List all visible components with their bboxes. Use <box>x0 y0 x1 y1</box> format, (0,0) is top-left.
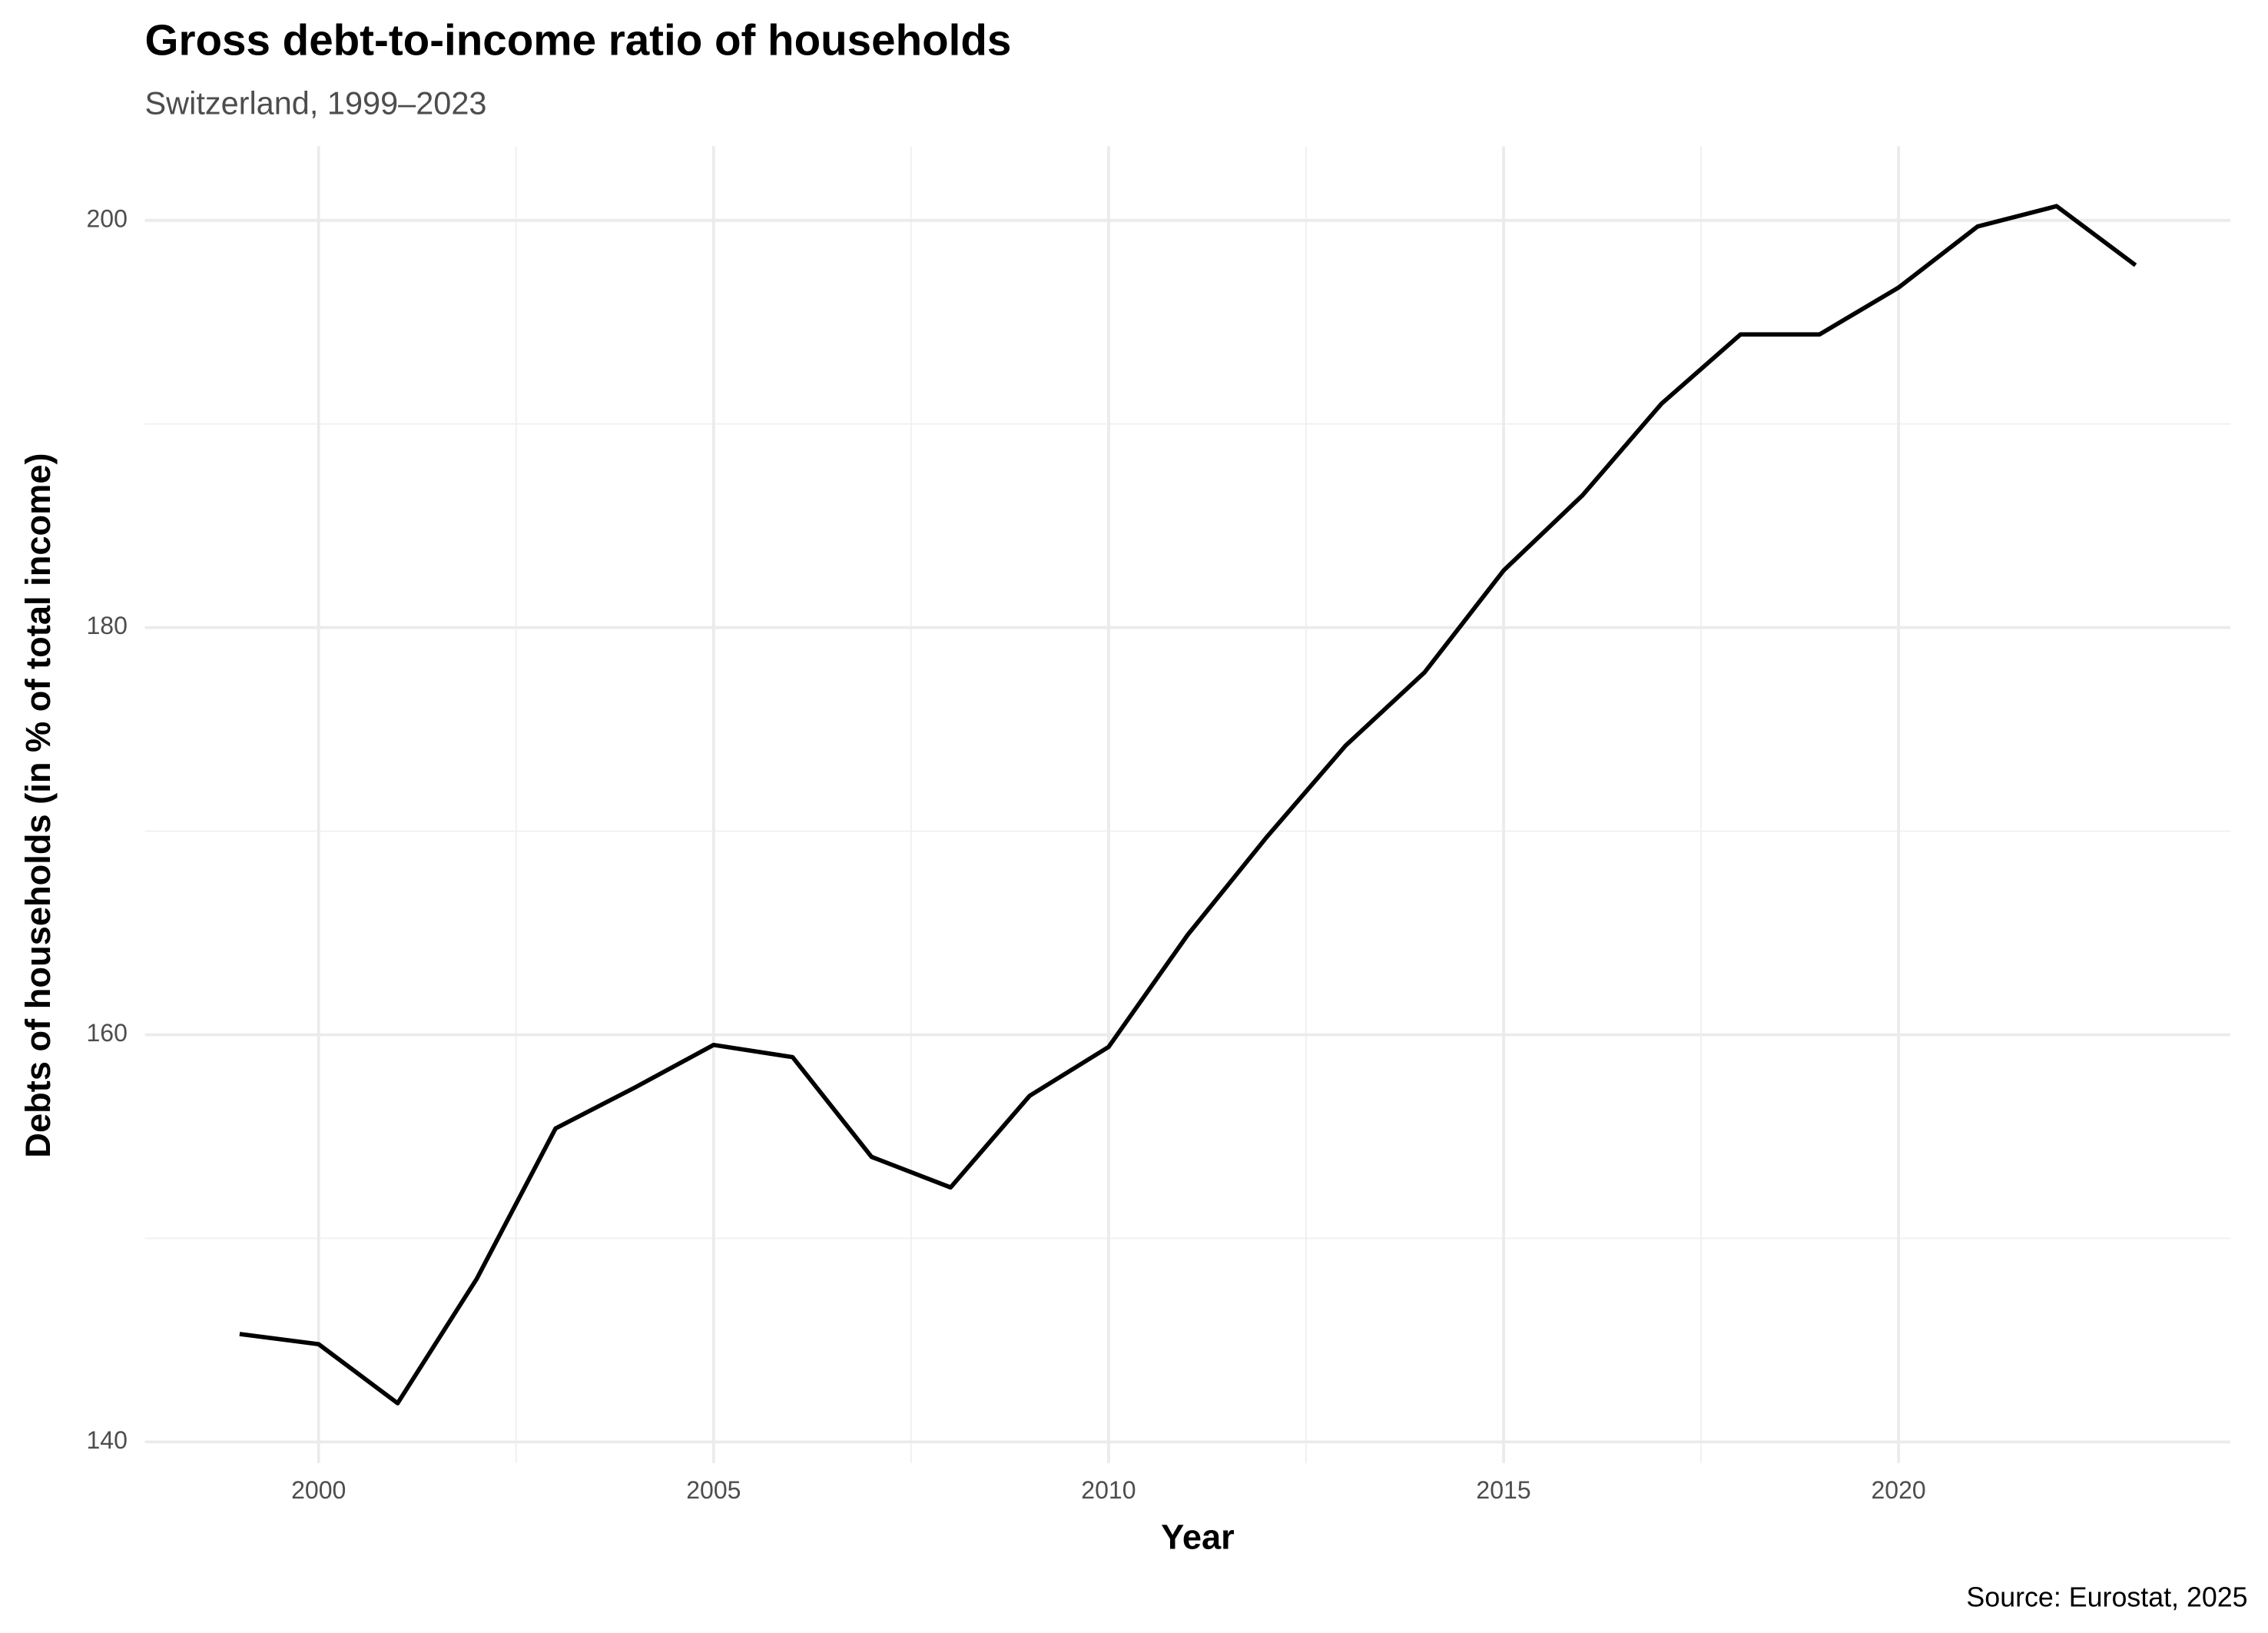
x-tick-label: 2010 <box>1081 1476 1136 1504</box>
x-tick-label: 2005 <box>686 1476 741 1504</box>
chart-title: Gross debt-to-income ratio of households <box>145 15 1012 64</box>
chart-subtitle: Switzerland, 1999–2023 <box>145 85 487 121</box>
x-tick-label: 2020 <box>1871 1476 1925 1504</box>
x-axis-title: Year <box>1161 1518 1235 1557</box>
x-tick-label: 2015 <box>1476 1476 1530 1504</box>
y-tick-label: 140 <box>86 1426 127 1454</box>
source-note: Source: Eurostat, 2025 <box>1966 1582 2247 1613</box>
y-tick-label: 200 <box>86 204 127 232</box>
y-axis-title: Debts of households (in % of total incom… <box>18 453 58 1157</box>
y-tick-label: 160 <box>86 1019 127 1047</box>
x-tick-label: 2000 <box>291 1476 346 1504</box>
data-line <box>239 204 2137 1406</box>
y-tick-label: 180 <box>86 612 127 639</box>
